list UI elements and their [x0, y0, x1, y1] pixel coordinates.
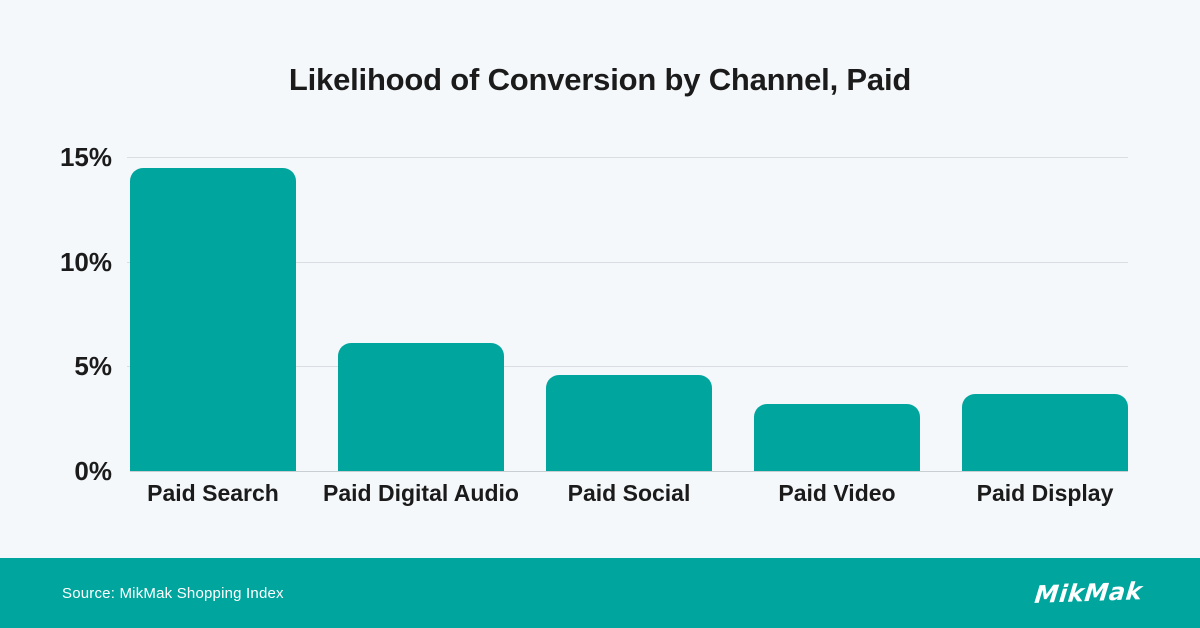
y-tick-label-10-: 10%	[59, 246, 112, 277]
bar-paid-video	[754, 404, 920, 471]
gridline-5-	[127, 366, 1128, 368]
gridline-15-	[127, 157, 1128, 158]
bar-paid-display	[962, 393, 1128, 471]
x-tick-label-paid-search: Paid Search	[147, 480, 279, 506]
y-tick-label-5-: 5%	[74, 351, 112, 382]
plot-area	[127, 157, 1128, 472]
mikmak-logo: MikMak	[1033, 577, 1144, 609]
gridline-10-	[127, 261, 1128, 263]
source-text: Source: MikMak Shopping Index	[62, 584, 284, 602]
y-tick-label-15-: 15%	[59, 142, 112, 172]
footer-bar: Source: MikMak Shopping Index MikMak	[0, 558, 1200, 628]
y-tick-label-0-: 0%	[74, 456, 112, 486]
x-tick-label-paid-social: Paid Social	[567, 480, 691, 506]
x-axis-labels: Paid Search Paid Digital Audio Paid Social…	[130, 479, 1128, 511]
y-axis: 0% 5% 10% 15%	[0, 144, 112, 484]
bar-paid-social	[546, 374, 712, 471]
x-tick-label-paid-digital-audio: Paid Digital Audio	[323, 480, 519, 506]
x-tick-label-paid-display: Paid Display	[976, 480, 1114, 506]
chart-title: Likelihood of Conversion by Channel, Pai…	[288, 62, 912, 97]
x-tick-label-paid-video: Paid Video	[778, 480, 896, 506]
bar-paid-search	[130, 167, 296, 471]
bar-paid-digital-audio	[338, 343, 504, 471]
